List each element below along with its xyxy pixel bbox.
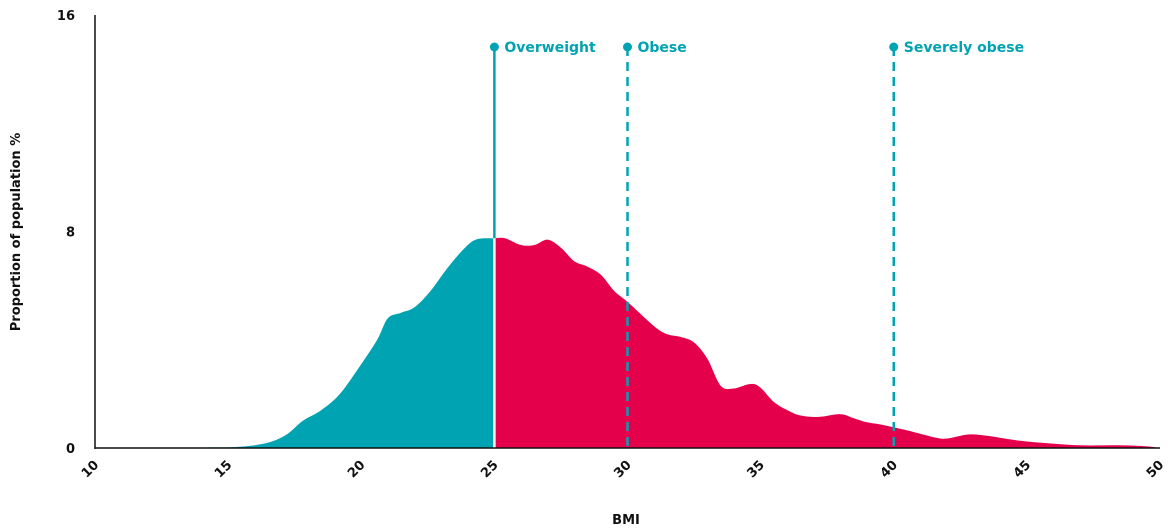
area-below-overweight [95,238,495,448]
x-tick-label: 30 [611,458,634,481]
x-tick-label: 10 [79,458,102,481]
x-tick-label: 20 [345,458,368,481]
category-markers: Overweight Obese Severely obese [489,40,1024,448]
area-overweight-and-above [494,237,1160,448]
distribution-areas [95,237,1160,448]
marker-dot [489,42,499,52]
y-tick-label: 16 [57,9,75,24]
y-axis-title: Proportion of population % [9,133,24,331]
marker-label: Overweight [504,40,596,56]
x-tick-label: 35 [744,458,767,481]
x-tick-label: 15 [212,458,235,481]
x-tick-label: 45 [1011,458,1034,481]
marker-label: Severely obese [904,40,1024,56]
x-tick-label: 25 [478,458,501,481]
marker-label: Obese [638,40,687,56]
x-tick-label: 40 [878,458,901,481]
y-tick-label: 0 [66,442,75,457]
x-axis-title: BMI [612,513,640,528]
x-tick-labels: 10 15 20 25 30 35 40 45 50 [79,458,1167,481]
x-tick-label: 50 [1144,458,1167,481]
marker-dot [623,42,632,52]
marker-dot [889,42,899,52]
y-tick-label: 8 [66,226,75,241]
y-tick-labels: 0 8 16 [57,9,75,457]
